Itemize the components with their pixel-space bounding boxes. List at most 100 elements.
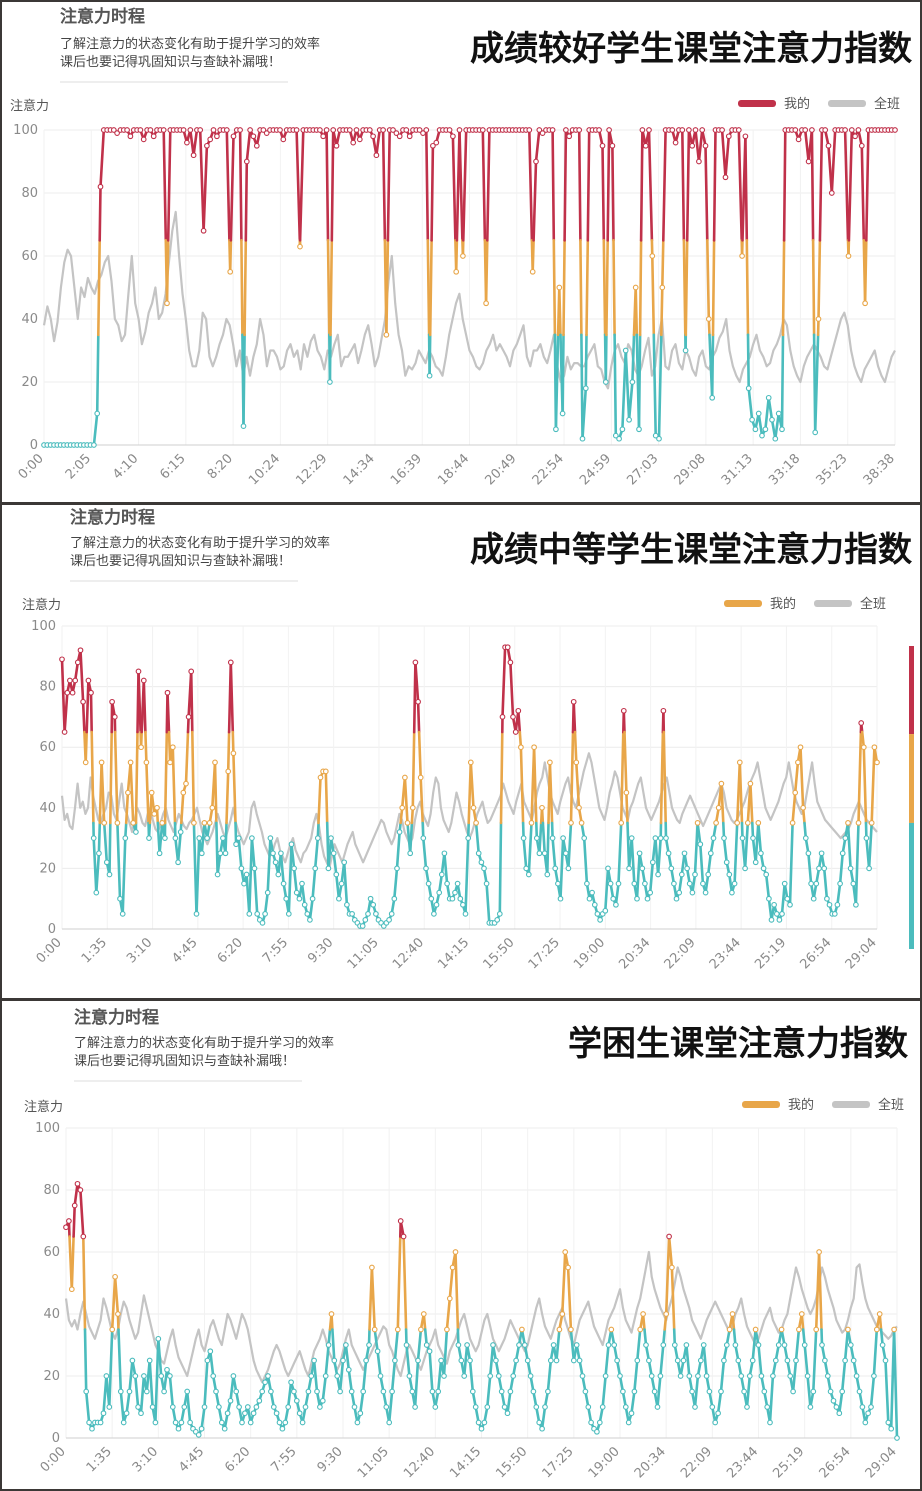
series-mine-point [674, 1357, 681, 1364]
series-mine-point [236, 1404, 242, 1410]
series-mine-point [781, 880, 788, 887]
series-mine-point [129, 1357, 136, 1364]
section-title: 注意力时程 [74, 1007, 159, 1028]
series-mine-point [373, 911, 379, 917]
series-mine-point [652, 432, 659, 439]
legend: 我的 全班 [742, 1097, 904, 1113]
series-mine-segment [638, 239, 643, 337]
series-mine-point [614, 1357, 620, 1364]
series-mine-segment [266, 836, 272, 894]
series-mine-segment [657, 333, 663, 441]
series-mine-segment [566, 1266, 573, 1331]
series-mine-segment [73, 1182, 79, 1207]
series-mine-segment [332, 851, 338, 876]
series-mine-point [370, 901, 377, 908]
series-mine-point [259, 920, 266, 926]
series-mine-segment [328, 333, 332, 384]
series-mine-segment [580, 333, 584, 441]
series-mine-point [169, 1404, 176, 1410]
series-mine-point [431, 911, 437, 917]
series-mine-point [432, 1404, 439, 1410]
series-mine-point [495, 1373, 502, 1379]
series-mine-segment [428, 1349, 434, 1393]
series-mine-segment [184, 730, 190, 785]
series-mine-segment [554, 333, 560, 431]
legend-label-mine: 我的 [788, 1097, 814, 1113]
series-mine-point [197, 127, 204, 133]
series-mine-segment [417, 730, 423, 779]
series-mine-segment [142, 679, 147, 734]
series-mine-point [114, 820, 121, 826]
series-mine-segment [216, 851, 222, 876]
series-mine-point [490, 1342, 496, 1348]
series-mine-point [246, 911, 253, 917]
series-mine-segment [559, 836, 565, 901]
series-mine-point [824, 1373, 831, 1379]
series-mine-point [536, 850, 543, 857]
series-mine-point [469, 1388, 476, 1395]
series-mine-segment [113, 1275, 120, 1316]
series-mine-segment [840, 1359, 847, 1393]
series-mine-point [874, 759, 880, 766]
series-mine-point [475, 850, 482, 857]
series-mine-point [555, 880, 561, 887]
series-mine-point [810, 1388, 817, 1395]
series-mine-point [663, 1311, 670, 1317]
series-mine-point [160, 127, 167, 133]
series-mine-point [392, 1357, 398, 1364]
series-mine-segment [485, 1374, 492, 1409]
y-tick-label: 40 [43, 1307, 60, 1322]
series-mine-segment [100, 761, 106, 825]
series-mine-segment [780, 333, 785, 431]
series-mine-point [397, 1218, 404, 1224]
series-mine-segment [428, 333, 432, 378]
series-mine-segment [630, 836, 636, 885]
series-mine-point [331, 1357, 338, 1364]
series-mine-segment [757, 412, 764, 437]
series-mine-segment [129, 761, 135, 825]
series-mine-segment [892, 1328, 899, 1440]
series-mine-point [441, 1373, 447, 1379]
series-mine-segment [392, 867, 399, 901]
series-mine-point [260, 127, 267, 133]
series-mine-segment [884, 1359, 890, 1424]
series-mine-point [330, 850, 337, 857]
series-mine-segment [166, 691, 171, 734]
series-mine-segment [791, 791, 797, 825]
series-mine-point [868, 820, 875, 826]
series-mine-point [499, 714, 506, 720]
series-mine-point [138, 1410, 144, 1417]
series-mine-point [301, 901, 308, 908]
series-mine-point [473, 820, 479, 826]
series-mine-point [570, 698, 577, 705]
series-mine-segment [647, 128, 654, 242]
series-mine-point [69, 689, 76, 696]
series-mine-point [181, 1404, 188, 1410]
series-mine-segment [634, 286, 639, 337]
series-mine-segment [375, 128, 382, 157]
series-mine-point [293, 889, 300, 896]
series-mine-point [526, 127, 533, 133]
series-mine-point [576, 1357, 583, 1364]
series-mine-point [302, 1404, 309, 1410]
series-mine-point [738, 1373, 745, 1379]
series-mine-segment [711, 239, 716, 337]
series-mine-point [291, 1388, 297, 1395]
series-mine-point [441, 850, 448, 857]
series-mine-segment [229, 135, 235, 242]
series-mine-segment [780, 882, 787, 916]
series-mine-point [403, 1342, 410, 1348]
series-mine-point [366, 1342, 372, 1348]
series-mine-point [721, 1357, 727, 1364]
series-mine-point [524, 1357, 531, 1364]
series-mine-point [845, 253, 852, 259]
series-mine-point [435, 1388, 442, 1395]
series-mine-point [214, 133, 220, 140]
series-mine-segment [330, 128, 335, 242]
series-mine-point [494, 917, 501, 923]
series-mine-point [784, 895, 791, 902]
series-mine-point [262, 911, 268, 917]
series-mine-point [809, 127, 815, 133]
series-mine-segment [414, 661, 420, 704]
series-mine-point [83, 1388, 90, 1395]
